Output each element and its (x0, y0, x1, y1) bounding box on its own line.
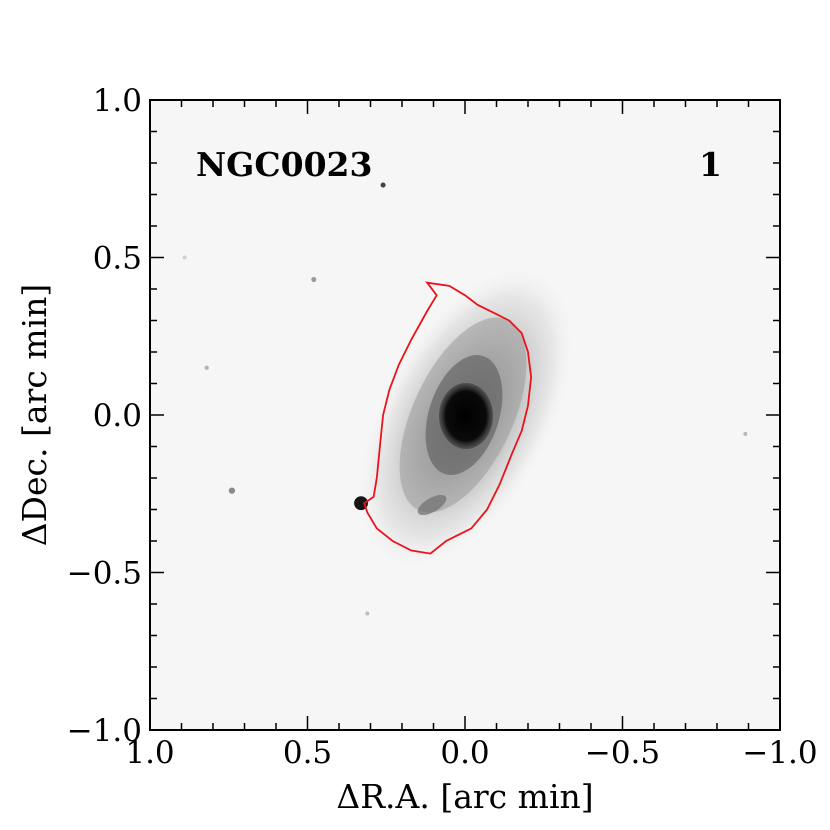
x-tick-label: −0.5 (585, 735, 660, 771)
galaxy-image (182, 182, 748, 616)
point-source-5 (204, 365, 209, 370)
panel-number-label: 1 (699, 145, 722, 184)
point-sources (182, 182, 748, 616)
x-tick-label: 1.0 (125, 735, 174, 771)
x-axis-title: ΔR.A. [arc min] (336, 777, 593, 816)
y-tick-label: −0.5 (67, 556, 142, 592)
galaxy-arm-feature (417, 494, 447, 516)
isophote-contour (363, 281, 533, 555)
y-tick-label: 0.0 (93, 398, 142, 434)
point-source-4 (228, 487, 236, 494)
object-name-label: NGC0023 (196, 145, 372, 184)
x-tick-label: −1.0 (742, 735, 817, 771)
x-tick-label: 0.5 (283, 735, 332, 771)
y-tick-label: −1.0 (67, 713, 142, 749)
axis-tick-labels: 1.0 0.5 0.0 −0.5 −1.0 −1.0 −0.5 0.0 0.5 1.0 (67, 83, 818, 771)
x-tick-label: 0.0 (440, 735, 489, 771)
point-source-2 (380, 182, 386, 188)
y-axis-title: ΔDec. [arc min] (15, 284, 54, 547)
y-tick-label: 1.0 (93, 83, 142, 119)
point-source-8 (182, 255, 187, 260)
point-source-3 (311, 277, 317, 283)
y-tick-label: 0.5 (93, 241, 142, 277)
point-source-6 (365, 611, 370, 616)
axis-ticks (149, 99, 781, 731)
galaxy-bulge (439, 383, 493, 449)
point-source-7 (743, 431, 748, 436)
